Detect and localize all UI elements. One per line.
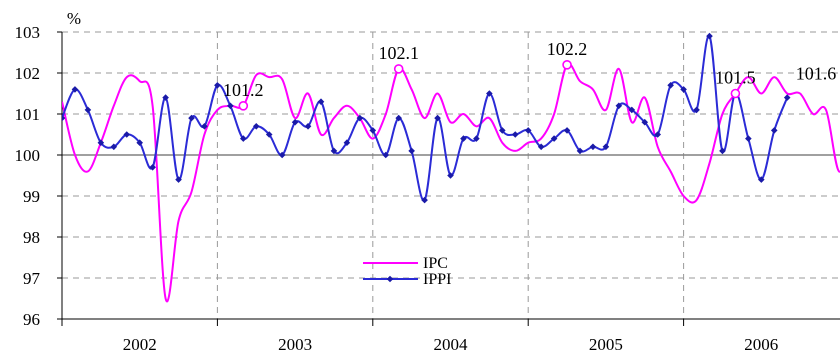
ippi-data-point bbox=[149, 164, 156, 171]
ippi-data-point bbox=[395, 114, 402, 122]
ippi-data-point bbox=[745, 135, 752, 142]
x-year-label: 2004 bbox=[434, 335, 469, 354]
ippi-data-point bbox=[628, 106, 636, 114]
ippi-data-point bbox=[71, 86, 79, 93]
legend-marker bbox=[386, 275, 394, 283]
ippi-data-point bbox=[576, 147, 584, 155]
annotation-marker bbox=[730, 88, 741, 99]
ippi-data-point bbox=[537, 143, 545, 151]
ippi-data-point bbox=[511, 131, 519, 138]
ippi-data-point bbox=[654, 131, 661, 138]
x-year-label: 2002 bbox=[123, 335, 157, 354]
ippi-data-point bbox=[214, 82, 221, 89]
annotations: 101.2 102.1 102.2 101.5 101.6 bbox=[223, 39, 837, 111]
ippi-data-point bbox=[330, 147, 338, 155]
ippi-data-point bbox=[563, 127, 571, 134]
x-year-label: 2006 bbox=[744, 335, 778, 354]
ippi-data-point bbox=[369, 127, 377, 134]
ippi-data-point bbox=[227, 102, 234, 110]
legend-label-ipc: IPC bbox=[423, 255, 448, 272]
ippi-data-point bbox=[291, 118, 299, 126]
x-year-label: 2005 bbox=[589, 335, 623, 354]
ippi-data-point bbox=[175, 176, 182, 183]
annotation-marker bbox=[562, 60, 572, 70]
y-tick-label: 103 bbox=[15, 23, 41, 42]
ippi-data-point bbox=[304, 123, 312, 130]
ippi-data-point bbox=[252, 123, 260, 130]
ippi-data-point bbox=[783, 94, 791, 101]
ippi-data-point bbox=[110, 143, 118, 151]
ippi-data-point bbox=[265, 131, 273, 138]
y-tick-label: 102 bbox=[15, 64, 41, 83]
ippi-data-point bbox=[408, 147, 415, 155]
ippi-data-point bbox=[123, 131, 131, 138]
ippi-data-point bbox=[719, 147, 726, 155]
ippi-data-point bbox=[188, 114, 195, 122]
ippi-data-point bbox=[201, 123, 208, 130]
y-tick-label: 96 bbox=[23, 310, 40, 329]
ippi-data-point bbox=[62, 114, 66, 122]
annotation-label: 102.2 bbox=[547, 39, 588, 59]
ippi-data-point bbox=[84, 106, 92, 114]
y-unit-label: % bbox=[67, 9, 81, 28]
grid bbox=[62, 31, 840, 319]
ippi-data-point bbox=[136, 139, 143, 146]
x-year-label: 2003 bbox=[278, 335, 312, 354]
ippi-data-point bbox=[382, 151, 390, 159]
y-tick-label: 99 bbox=[23, 187, 40, 206]
ippi-data-point bbox=[758, 176, 765, 183]
axes: 96 97 98 99 100 101 102 103 2002 2003 2004 2005 2006… bbox=[15, 9, 840, 354]
ippi-data-point bbox=[421, 196, 428, 204]
annotation-label: 101.2 bbox=[223, 80, 264, 100]
y-tick-label: 98 bbox=[23, 228, 40, 247]
ippi-data-point bbox=[589, 143, 597, 151]
annotation-label: 102.1 bbox=[378, 43, 419, 63]
ippi-data-point bbox=[706, 32, 713, 40]
annotation-marker bbox=[238, 101, 249, 111]
ippi-data-point bbox=[97, 139, 105, 146]
ippi-data-point bbox=[524, 127, 532, 134]
ippi-data-point bbox=[460, 135, 467, 142]
ippi-data-point bbox=[486, 90, 493, 97]
ippi-data-point bbox=[602, 143, 610, 151]
ippi-data-point bbox=[434, 114, 441, 122]
ippi-data-point bbox=[693, 106, 700, 114]
ippi-data-point bbox=[240, 135, 247, 142]
y-tick-label: 97 bbox=[23, 269, 41, 288]
ippi-data-point bbox=[343, 139, 351, 146]
legend-label-ippi: IPPI bbox=[423, 271, 451, 288]
annotation-label: 101.5 bbox=[715, 68, 756, 88]
ippi-data-point bbox=[550, 135, 558, 142]
annotation-marker bbox=[393, 64, 404, 74]
ippi-data-point bbox=[317, 98, 325, 105]
ippi-data-point bbox=[162, 94, 169, 101]
series-line-ipc bbox=[62, 62, 840, 303]
ippi-data-point bbox=[278, 151, 286, 159]
ippi-data-point bbox=[667, 82, 674, 89]
y-tick-label: 101 bbox=[15, 105, 41, 124]
plot-area bbox=[62, 32, 840, 303]
annotation-label: 101.6 bbox=[796, 63, 837, 83]
ippi-data-point bbox=[447, 172, 454, 179]
ippi-data-point bbox=[615, 102, 623, 110]
ippi-data-point bbox=[499, 127, 506, 134]
ippi-data-point bbox=[770, 127, 778, 134]
ippi-data-point bbox=[473, 135, 480, 142]
ippi-data-point bbox=[356, 114, 364, 122]
y-tick-label: 100 bbox=[15, 146, 41, 165]
ippi-data-point bbox=[680, 86, 687, 93]
ippi-data-point bbox=[641, 118, 649, 126]
